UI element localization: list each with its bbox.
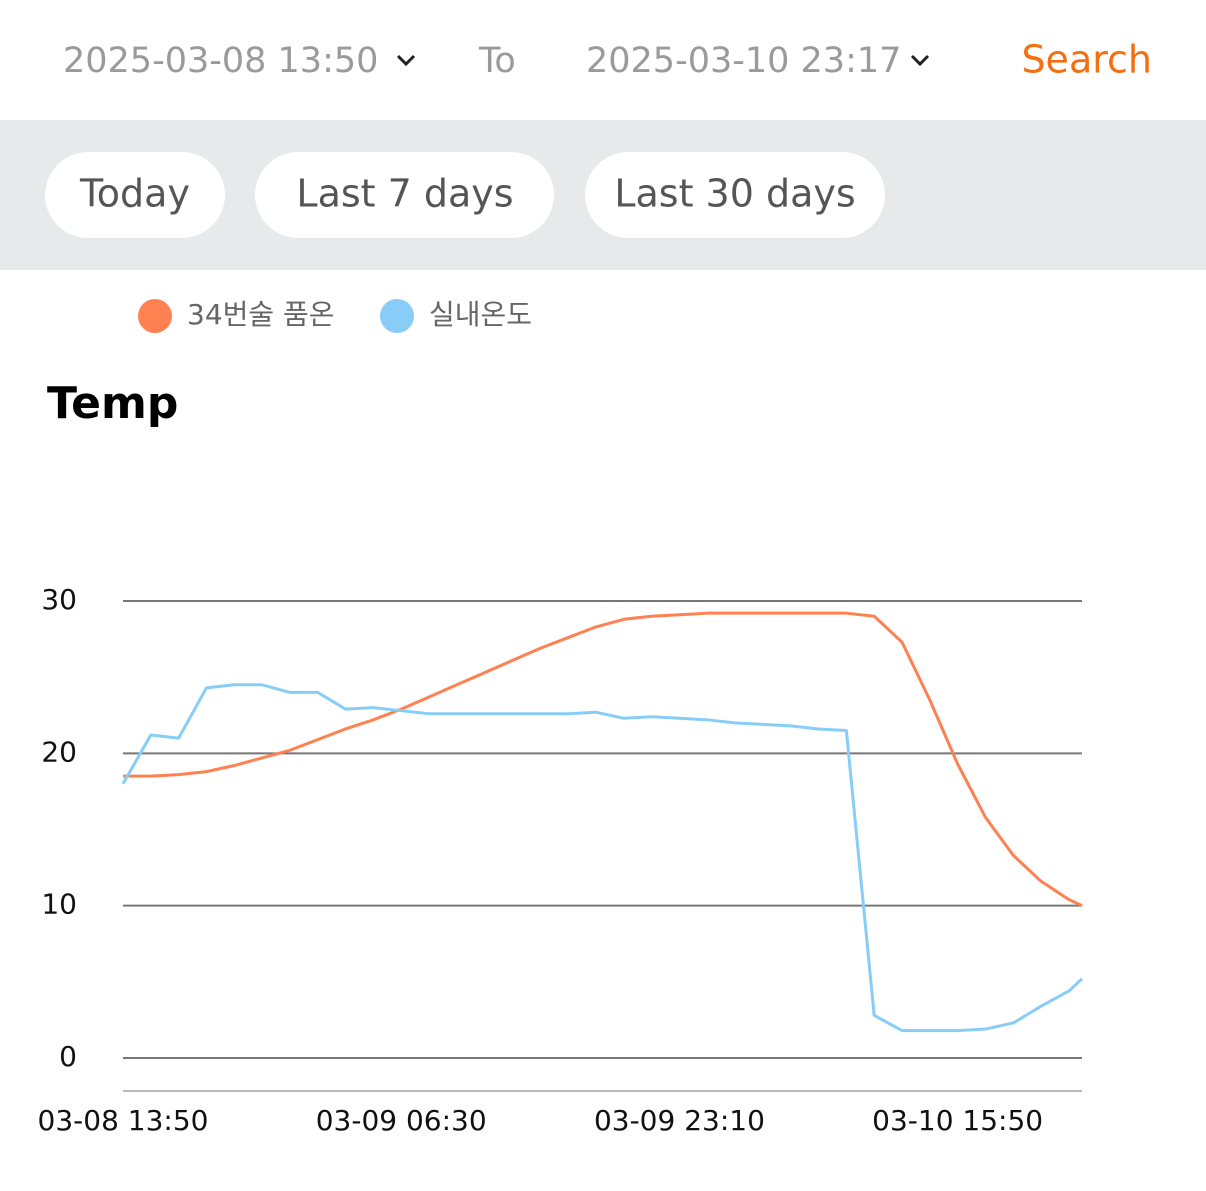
legend-swatch bbox=[380, 299, 414, 333]
y-tick-label: 10 bbox=[41, 888, 77, 921]
chart-title: Temp bbox=[47, 378, 178, 429]
to-date[interactable]: 2025-03-10 23:17 bbox=[586, 41, 901, 81]
x-tick-label: 03-09 23:10 bbox=[594, 1104, 765, 1137]
range-button[interactable] bbox=[45, 152, 225, 238]
series-line bbox=[123, 611, 1083, 908]
x-tick-label: 03-08 13:50 bbox=[38, 1104, 209, 1137]
range-button-label[interactable]: Last 30 days bbox=[614, 172, 855, 216]
range-button[interactable] bbox=[255, 152, 554, 238]
range-button[interactable] bbox=[585, 152, 885, 238]
y-tick-label: 20 bbox=[41, 735, 77, 768]
legend-swatch bbox=[138, 299, 172, 333]
to-label: To bbox=[478, 41, 516, 81]
chevron[interactable] bbox=[910, 54, 930, 67]
x-tick-label: 03-10 15:50 bbox=[872, 1104, 1043, 1137]
series-line bbox=[121, 683, 1084, 1033]
x-tick-label: 03-09 06:30 bbox=[316, 1104, 487, 1137]
chevron[interactable] bbox=[396, 54, 416, 67]
header-bar bbox=[0, 0, 1206, 120]
y-tick-label: 30 bbox=[41, 583, 77, 616]
range-button-label[interactable]: Last 7 days bbox=[296, 172, 513, 216]
y-tick-label: 0 bbox=[59, 1040, 77, 1073]
legend-label: 실내온도 bbox=[429, 298, 532, 331]
from-date[interactable]: 2025-03-08 13:50 bbox=[63, 41, 378, 81]
search-button[interactable]: Search bbox=[1021, 38, 1152, 82]
legend-label: 34번술 품온 bbox=[187, 298, 335, 331]
range-button-label[interactable]: Today bbox=[79, 172, 190, 216]
